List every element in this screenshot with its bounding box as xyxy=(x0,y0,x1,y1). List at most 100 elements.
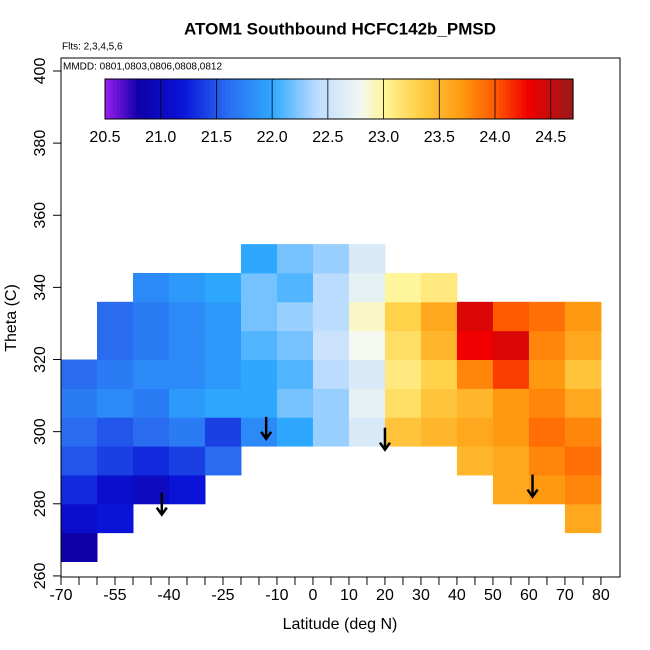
colorbar-swatch xyxy=(140,79,145,119)
heat-cell xyxy=(276,417,314,447)
colorbar-swatch xyxy=(105,79,110,119)
colorbar-swatch xyxy=(190,79,196,119)
colorbar-swatch xyxy=(534,79,539,119)
heat-cell xyxy=(564,474,602,505)
x-tick-label: 20 xyxy=(376,587,394,604)
heat-cell xyxy=(132,474,170,505)
heat-cell xyxy=(564,446,602,476)
heat-cell xyxy=(528,330,566,361)
colorbar-swatch xyxy=(385,79,391,119)
colorbar-swatch xyxy=(358,79,363,119)
colorbar-swatch xyxy=(498,79,504,119)
colorbar-swatch xyxy=(479,79,484,119)
colorbar-swatch xyxy=(284,79,289,119)
colorbar-swatch xyxy=(335,79,340,119)
x-tick-label: -40 xyxy=(157,587,180,604)
heat-cell xyxy=(96,301,134,332)
colorbar-swatch xyxy=(319,79,324,119)
heat-cell xyxy=(168,446,206,476)
heat-cell xyxy=(204,417,242,447)
heat-cell xyxy=(240,359,278,389)
x-tick-label: 30 xyxy=(412,587,430,604)
heat-cell xyxy=(204,301,242,332)
colorbar-swatch xyxy=(167,79,172,119)
heat-cell xyxy=(96,474,134,505)
heat-cell xyxy=(276,388,314,418)
colorbar-swatch xyxy=(569,79,574,119)
heat-cell xyxy=(456,388,494,418)
colorbar-swatch xyxy=(323,79,328,119)
colorbar-swatch xyxy=(171,79,176,119)
colorbar-swatch xyxy=(300,79,305,119)
heat-cell xyxy=(240,388,278,418)
heat-cell xyxy=(61,359,98,389)
colorbar-swatch xyxy=(475,79,480,119)
colorbar-tick-label: 22.5 xyxy=(312,129,343,146)
colorbar-swatch xyxy=(194,79,200,119)
heat-cell xyxy=(240,330,278,361)
heat-cell xyxy=(348,272,386,303)
colorbar-swatch xyxy=(541,79,547,119)
heat-cell xyxy=(96,330,134,361)
colorbar-swatch xyxy=(257,79,262,119)
dates-note: MMDD: 0801,0803,0806,0808,0812 xyxy=(63,62,222,73)
heat-cell xyxy=(492,330,530,361)
heat-cell xyxy=(96,388,134,418)
heat-cell xyxy=(420,359,458,389)
colorbar-swatch xyxy=(268,79,274,119)
colorbar-swatch xyxy=(463,79,469,119)
colorbar-swatch xyxy=(233,79,239,119)
heat-cell xyxy=(168,272,206,303)
colorbar-swatch xyxy=(553,79,558,119)
colorbar-swatch xyxy=(393,79,399,119)
colorbar-swatch xyxy=(526,79,531,119)
heat-cell xyxy=(276,272,314,303)
heat-cell xyxy=(528,446,566,476)
heat-cell xyxy=(564,330,602,361)
colorbar-swatch xyxy=(381,79,387,119)
colorbar-swatch xyxy=(225,79,231,119)
heat-cell xyxy=(96,503,134,534)
colorbar-swatch xyxy=(436,79,441,119)
colorbar-swatch xyxy=(307,79,313,119)
heat-cell xyxy=(96,446,134,476)
arrow xyxy=(378,427,391,452)
heat-cell xyxy=(312,272,350,303)
x-tick-label: -55 xyxy=(103,587,126,604)
colorbar-swatch xyxy=(417,79,422,119)
x-tick-label: 60 xyxy=(520,587,538,604)
heat-cell xyxy=(384,359,422,389)
colorbar-swatch xyxy=(155,79,161,119)
y-tick-label: 380 xyxy=(32,130,49,157)
heat-cell xyxy=(168,388,206,418)
x-tick-label: 0 xyxy=(309,587,318,604)
colorbar-swatch xyxy=(537,79,543,119)
heat-cell xyxy=(384,417,422,447)
x-tick-label: 40 xyxy=(448,587,466,604)
colorbar-swatch xyxy=(366,79,371,119)
colorbar-swatch xyxy=(428,79,434,119)
colorbar-swatch xyxy=(124,79,129,119)
colorbar-swatch xyxy=(198,79,204,119)
colorbar-swatch xyxy=(471,79,477,119)
colorbar-swatch xyxy=(311,79,317,119)
heat-cell xyxy=(132,417,170,447)
heat-cell xyxy=(61,417,98,447)
heat-cell xyxy=(420,417,458,447)
x-tick-label: -25 xyxy=(211,587,234,604)
colorbar-swatch xyxy=(405,79,410,119)
heat-cell xyxy=(528,359,566,389)
colorbar-swatch xyxy=(459,79,465,119)
colorbar-swatch xyxy=(175,79,180,119)
colorbar-swatch xyxy=(264,79,270,119)
heat-cell xyxy=(132,301,170,332)
heat-cell xyxy=(492,301,530,332)
colorbar-swatch xyxy=(389,79,395,119)
heat-cell xyxy=(132,272,170,303)
heat-cell xyxy=(348,359,386,389)
y-tick-label: 340 xyxy=(32,274,49,301)
colorbar-tick-label: 23.5 xyxy=(424,129,455,146)
colorbar-swatch xyxy=(331,79,336,119)
colorbar-swatch xyxy=(159,79,165,119)
arrow-head xyxy=(260,431,273,442)
